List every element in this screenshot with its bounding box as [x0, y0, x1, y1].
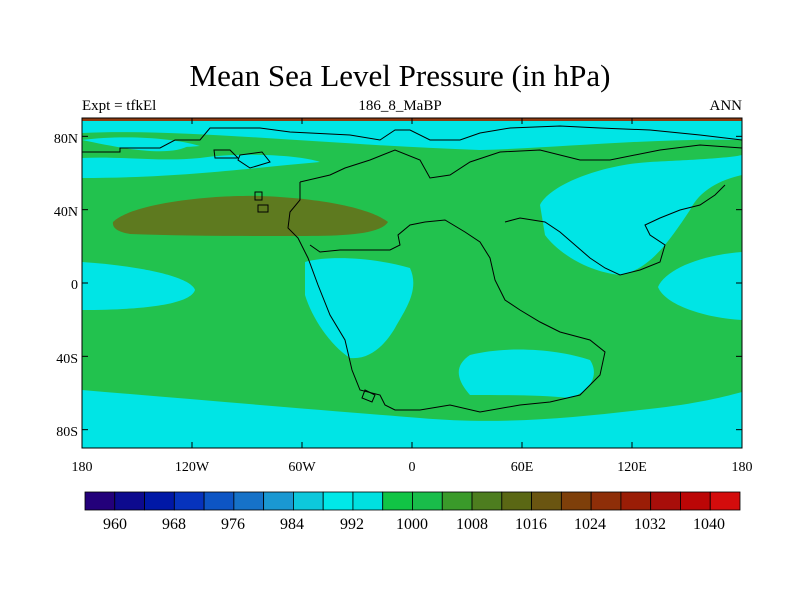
colorbar-label: 1032	[634, 516, 666, 533]
colorbar-box	[441, 491, 473, 511]
coastline	[82, 125, 742, 413]
colorbar-box	[501, 491, 532, 511]
asia-low	[540, 155, 742, 275]
colorbar-label: 976	[221, 516, 245, 533]
arctic-low-band	[82, 118, 742, 152]
colorbar-box	[352, 491, 384, 511]
colorbar-label: 968	[162, 516, 186, 533]
tropical-low-central	[305, 258, 414, 359]
equatorial-low-west	[82, 262, 195, 310]
y-tick-label: 40N	[53, 205, 78, 220]
arctic-low-patch	[82, 137, 200, 147]
y-tick-label: 80S	[56, 425, 78, 440]
north-atlantic-high	[112, 195, 388, 236]
chart-title: Mean Sea Level Pressure (in hPa)	[189, 58, 611, 93]
colorbar-box	[322, 491, 354, 511]
y-tick-label: 0	[71, 278, 78, 293]
colorbar-box	[620, 491, 652, 511]
colorbar-box	[233, 491, 265, 511]
axis-ticks	[81, 118, 743, 448]
colorbar-label: 1016	[515, 516, 547, 533]
y-tick-label: 80N	[53, 132, 78, 147]
colorbar-label: 960	[103, 516, 127, 533]
colorbar-box	[531, 491, 562, 511]
equatorial-low-east	[658, 252, 742, 320]
colorbar-label: 1000	[396, 516, 428, 533]
colorbar-label: 1040	[693, 516, 725, 533]
colorbar-label: 984	[280, 516, 304, 533]
north-pacific-low-left	[82, 154, 320, 178]
colorbar-box	[560, 491, 592, 511]
colorbar-box	[84, 491, 116, 511]
colorbar	[84, 491, 741, 511]
colorbar-box	[412, 491, 443, 511]
y-tick-label: 40S	[56, 352, 78, 367]
period-label: 186_8_MaBP	[358, 98, 442, 114]
colorbar-box	[173, 491, 205, 511]
colorbar-box	[590, 491, 622, 511]
colorbar-box	[114, 491, 145, 511]
colorbar-box	[203, 491, 235, 511]
x-tick-label: 120W	[174, 460, 210, 475]
x-tick-label: 120E	[617, 460, 647, 475]
x-tick-label: 180	[731, 460, 753, 475]
colorbar-box	[680, 491, 711, 511]
x-tick-label: 60W	[288, 460, 316, 475]
colorbar-box	[144, 491, 175, 511]
colorbar-box	[471, 491, 503, 511]
colorbar-label: 1024	[574, 516, 606, 533]
season-label: ANN	[709, 98, 743, 114]
colorbar-box	[650, 491, 681, 511]
experiment-label: Expt = tfkEl	[82, 98, 157, 114]
colorbar-box	[709, 491, 741, 511]
colorbar-box	[293, 491, 324, 511]
colorbar-label: 1008	[456, 516, 488, 533]
colorbar-label: 992	[340, 516, 364, 533]
pressure-field	[82, 118, 742, 448]
southern-continent-low	[458, 349, 594, 398]
colorbar-box	[263, 491, 294, 511]
x-tick-label: 60E	[510, 460, 534, 475]
colorbar-box	[382, 491, 413, 511]
x-tick-label: 180	[71, 460, 93, 475]
x-tick-label: 0	[408, 460, 416, 475]
southern-ocean-low	[82, 390, 742, 448]
